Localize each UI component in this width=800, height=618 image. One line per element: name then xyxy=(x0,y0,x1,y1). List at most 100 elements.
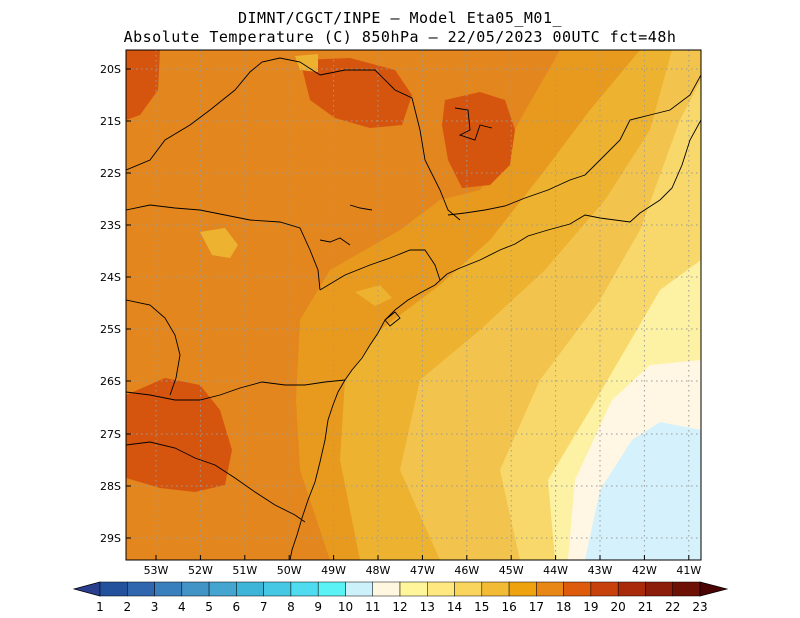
latitude-label: 26S xyxy=(100,375,121,388)
latitude-label: 27S xyxy=(100,428,121,441)
state-border-sc-rs xyxy=(126,441,306,523)
latitude-label: 20S xyxy=(100,63,121,76)
colorbar-label: 2 xyxy=(123,600,131,614)
longitude-label: 50W xyxy=(277,564,302,577)
colorbar-segment xyxy=(481,581,510,597)
colorbar-label: 6 xyxy=(233,600,241,614)
longitude-label: 43W xyxy=(588,564,613,577)
field-warm-core-nw xyxy=(126,50,160,120)
colorbar-label: 12 xyxy=(392,600,407,614)
island-sc xyxy=(384,311,401,327)
colorbar-arrow-left xyxy=(72,581,101,597)
colorbar-label: 14 xyxy=(447,600,462,614)
colorbar-segment xyxy=(236,581,264,597)
latitude-label: 24S xyxy=(100,271,121,284)
colorbar-label: 15 xyxy=(474,600,489,614)
colorbar-segment xyxy=(645,581,673,597)
colorbar-segment xyxy=(399,581,428,597)
coastline xyxy=(289,119,701,560)
colorbar-segment xyxy=(617,581,646,597)
colorbar-segment xyxy=(208,581,237,597)
plot-frame xyxy=(125,49,702,561)
chart-title-line-1: DIMNT/CGCT/INPE – Model Eta05_M01_ xyxy=(237,9,563,27)
national-border-w xyxy=(126,299,181,396)
colorbar-label: 10 xyxy=(338,600,353,614)
colorbar xyxy=(72,581,729,597)
colorbar-label: 23 xyxy=(692,600,707,614)
latitude-labels: 20S 21S 22S 23S 24S 25S 26S 27S 28S 29S xyxy=(100,63,131,545)
longitude-labels: 53W 52W 51W 50W 49W 48W 47W 46W 45W 44W 43W 42W 41W xyxy=(144,555,701,577)
colorbar-arrow-right xyxy=(699,581,729,597)
colorbar-label: 7 xyxy=(260,600,268,614)
colorbar-label: 4 xyxy=(178,600,186,614)
geographic-lines xyxy=(126,57,701,560)
field-patch-amber-3 xyxy=(295,54,318,72)
longitude-label: 45W xyxy=(499,564,524,577)
field-warm-core-sw xyxy=(126,378,232,492)
colorbar-label: 20 xyxy=(611,600,626,614)
colorbar-segment xyxy=(536,581,564,597)
colorbar-label: 8 xyxy=(287,600,295,614)
state-border-pr-sc xyxy=(126,379,346,401)
colorbar-segment xyxy=(454,581,483,597)
longitude-label: 48W xyxy=(366,564,391,577)
temperature-field xyxy=(126,50,701,560)
colorbar-labels: 1 2 3 4 5 6 7 8 9 10 11 12 13 14 15 16 17 18 19 20 21 22 23 xyxy=(96,600,707,614)
longitude-label: 53W xyxy=(144,564,169,577)
colorbar-segment xyxy=(345,581,373,597)
latitude-label: 22S xyxy=(100,167,121,180)
colorbar-label: 22 xyxy=(665,600,680,614)
colorbar-segment xyxy=(372,581,401,597)
lat-lon-grid xyxy=(126,50,701,560)
longitude-label: 47W xyxy=(410,564,435,577)
latitude-label: 21S xyxy=(100,115,121,128)
state-border-sp-pr xyxy=(319,249,441,291)
longitude-label: 42W xyxy=(632,564,657,577)
latitude-label: 29S xyxy=(100,532,121,545)
field-patch-amber-2 xyxy=(355,285,392,306)
latitude-label: 23S xyxy=(100,219,121,232)
colorbar-label: 11 xyxy=(365,600,380,614)
latitude-label: 28S xyxy=(100,480,121,493)
colorbar-segment xyxy=(290,581,319,597)
colorbar-label: 21 xyxy=(638,600,653,614)
colorbar-segment xyxy=(672,581,701,597)
colorbar-label: 9 xyxy=(314,600,322,614)
colorbar-segment xyxy=(508,581,537,597)
colorbar-segment xyxy=(181,581,210,597)
longitude-label: 49W xyxy=(321,564,346,577)
longitude-label: 41W xyxy=(676,564,701,577)
state-border-ms-pr xyxy=(126,204,321,291)
colorbar-label: 13 xyxy=(420,600,435,614)
longitude-label: 46W xyxy=(454,564,479,577)
colorbar-label: 17 xyxy=(529,600,544,614)
colorbar-label: 18 xyxy=(556,600,571,614)
reservoir-2 xyxy=(454,107,493,141)
river-tiete xyxy=(319,237,351,246)
field-patch-amber-1 xyxy=(200,228,238,258)
state-border-mg-rj xyxy=(447,74,701,216)
chart-title-line-2: Absolute Temperature (C) 850hPa – 22/05/… xyxy=(123,28,677,46)
colorbar-segment xyxy=(263,581,292,597)
colorbar-segment xyxy=(99,581,128,597)
colorbar-label: 5 xyxy=(205,600,213,614)
colorbar-segment xyxy=(427,581,455,597)
longitude-label: 52W xyxy=(188,564,213,577)
colorbar-label: 16 xyxy=(501,600,516,614)
colorbar-segment xyxy=(127,581,155,597)
field-warm-core-ne xyxy=(442,92,515,188)
colorbar-segment xyxy=(590,581,619,597)
colorbar-segment xyxy=(154,581,183,597)
longitude-label: 51W xyxy=(232,564,257,577)
reservoir-1 xyxy=(349,204,373,211)
colorbar-label: 3 xyxy=(151,600,159,614)
state-border-go-ms xyxy=(126,57,321,171)
field-warm-core-n xyxy=(300,58,412,128)
colorbar-label: 1 xyxy=(96,600,104,614)
colorbar-label: 19 xyxy=(583,600,598,614)
field-pale-cyan xyxy=(585,422,701,560)
colorbar-segment xyxy=(563,581,592,597)
latitude-label: 25S xyxy=(100,323,121,336)
longitude-label: 44W xyxy=(543,564,568,577)
